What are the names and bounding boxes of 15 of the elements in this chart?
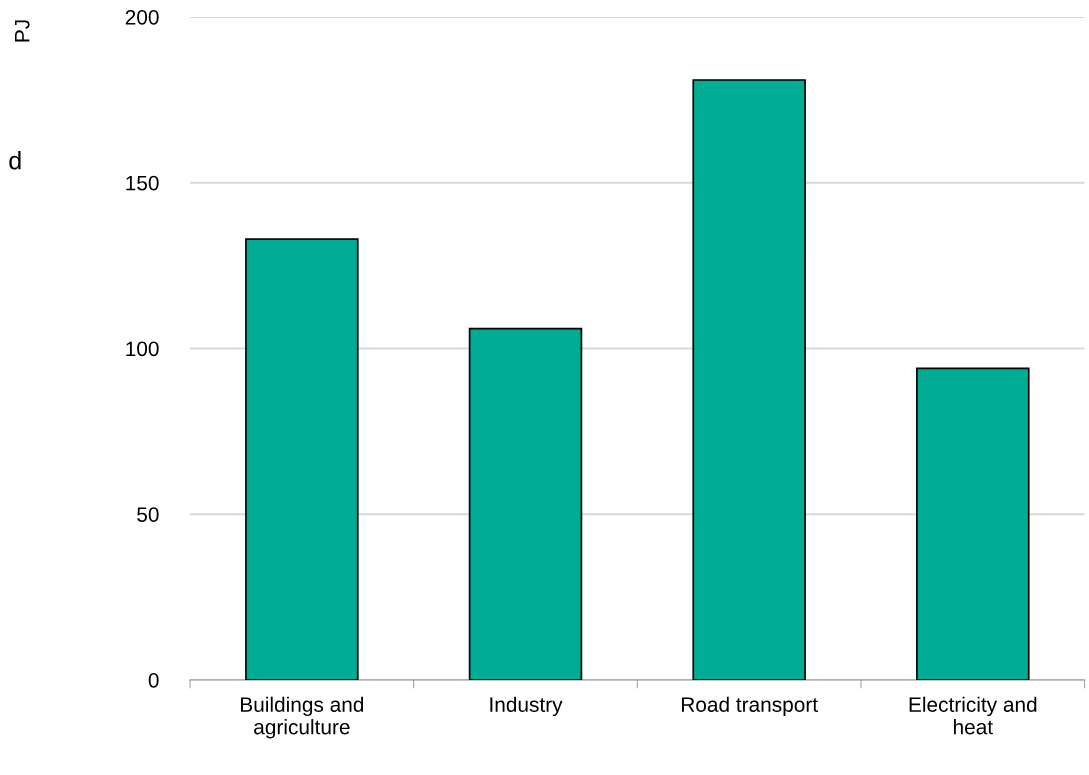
x-tick-label: Industry [490, 696, 563, 717]
x-tick-label: Electricity and heat [909, 696, 1037, 735]
y-tick-label: 100 [126, 341, 159, 357]
bar [468, 327, 583, 680]
x-tick-label: Road transport [681, 696, 818, 717]
y-axis-title: PJ [15, 20, 30, 42]
y-tick-label: 0 [148, 672, 159, 688]
bar [692, 79, 806, 680]
y-tick-label: 150 [126, 175, 159, 191]
y-tick-label: 200 [125, 9, 159, 25]
y-tick-label: 50 [137, 507, 159, 522]
text: d [9, 151, 21, 170]
bar [245, 238, 359, 680]
x-tick-label: Buildings and agriculture [241, 696, 364, 739]
bar [916, 367, 1030, 680]
